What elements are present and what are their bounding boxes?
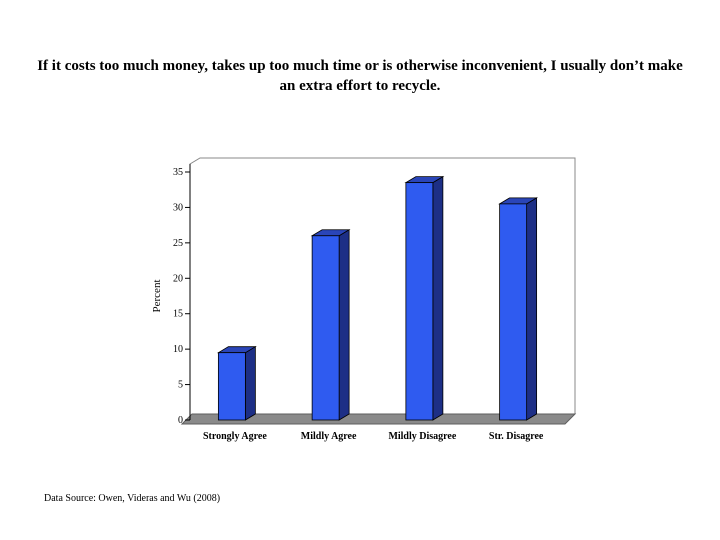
bar — [498, 197, 539, 421]
chart-floor-plane — [180, 413, 577, 425]
bar-front-face — [311, 235, 340, 421]
y-axis-title: Percent — [151, 280, 163, 313]
bar-front-face — [405, 182, 434, 421]
y-tick-label: 20 — [173, 273, 183, 284]
y-tick-label: 0 — [178, 415, 183, 426]
bar-side-face — [526, 197, 538, 421]
bar-side-face — [338, 229, 350, 421]
bar — [216, 345, 257, 421]
x-category-label: Mildly Agree — [301, 431, 357, 442]
x-category-label: Str. Disagree — [489, 431, 544, 442]
y-tick-label: 15 — [173, 309, 183, 320]
x-category-label: Mildly Disagree — [388, 431, 456, 442]
bar-side-face — [244, 345, 256, 421]
y-tick-label: 25 — [173, 238, 183, 249]
x-category-label: Strongly Agree — [203, 431, 267, 442]
bar-side-face — [432, 175, 444, 421]
data-source-note: Data Source: Owen, Videras and Wu (2008) — [44, 493, 221, 504]
bar — [310, 229, 351, 421]
y-axis: 0 5 10 15 20 25 30 35 — [173, 164, 191, 426]
y-tick-label: 10 — [173, 344, 183, 355]
y-tick-label: 35 — [173, 167, 183, 178]
bar — [404, 175, 445, 421]
x-axis-labels: Strongly Agree Mildly Agree Mildly Disagre… — [203, 431, 544, 442]
bar-front-face — [217, 352, 246, 421]
y-tick-label: 30 — [173, 202, 183, 213]
chart-floor — [180, 413, 577, 425]
slide-title: If it costs too much money, takes up too… — [37, 58, 683, 94]
y-tick-label: 5 — [178, 380, 183, 391]
bar-front-face — [499, 203, 528, 421]
bars — [216, 175, 539, 421]
